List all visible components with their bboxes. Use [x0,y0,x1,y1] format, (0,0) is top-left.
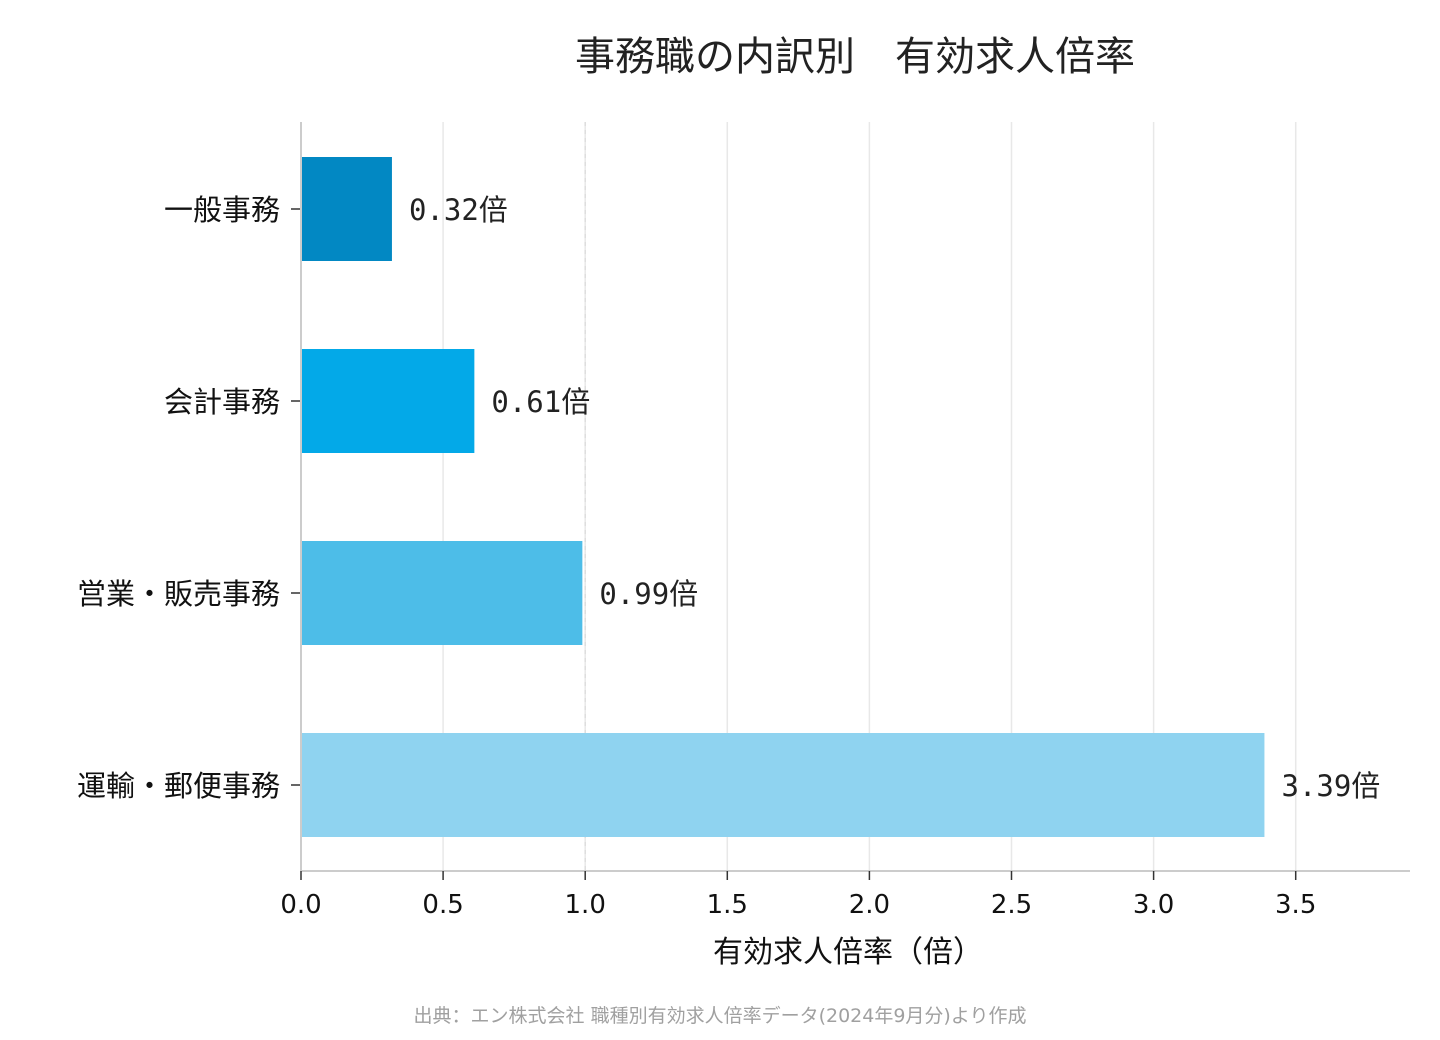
chart-title: 事務職の内訳別 有効求人倍率 [575,34,1135,80]
data-label: 0.32倍 [409,193,508,227]
grid-lines [442,122,1297,871]
category-label: 営業・販売事務 [77,577,280,611]
x-tick-label: 3.5 [1275,890,1316,920]
x-tick-label: 2.0 [849,890,890,920]
x-axis-label: 有効求人倍率（倍） [713,935,983,970]
bars: 0.32倍 0.61倍 0.99倍 3.39倍 [301,157,1380,837]
category-label: 一般事務 [164,193,280,227]
x-tick-label: 3.0 [1133,890,1174,920]
x-tick-label: 1.0 [565,890,606,920]
x-tick-label: 0.5 [422,890,463,920]
x-tick-label: 2.5 [991,890,1032,920]
bar [301,733,1265,837]
bar [301,349,475,453]
x-tick-label: 1.5 [707,890,748,920]
x-tick-label: 0.0 [280,890,321,920]
category-label: 運輸・郵便事務 [77,769,280,803]
category-label: 会計事務 [164,385,280,419]
data-label: 0.99倍 [599,577,698,611]
bar [301,157,392,261]
bar [301,541,583,645]
source-note: 出典：エン株式会社 職種別有効求人倍率データ(2024年9月分)より作成 [414,1005,1027,1027]
data-label: 0.61倍 [491,385,590,419]
data-label: 3.39倍 [1281,769,1380,803]
